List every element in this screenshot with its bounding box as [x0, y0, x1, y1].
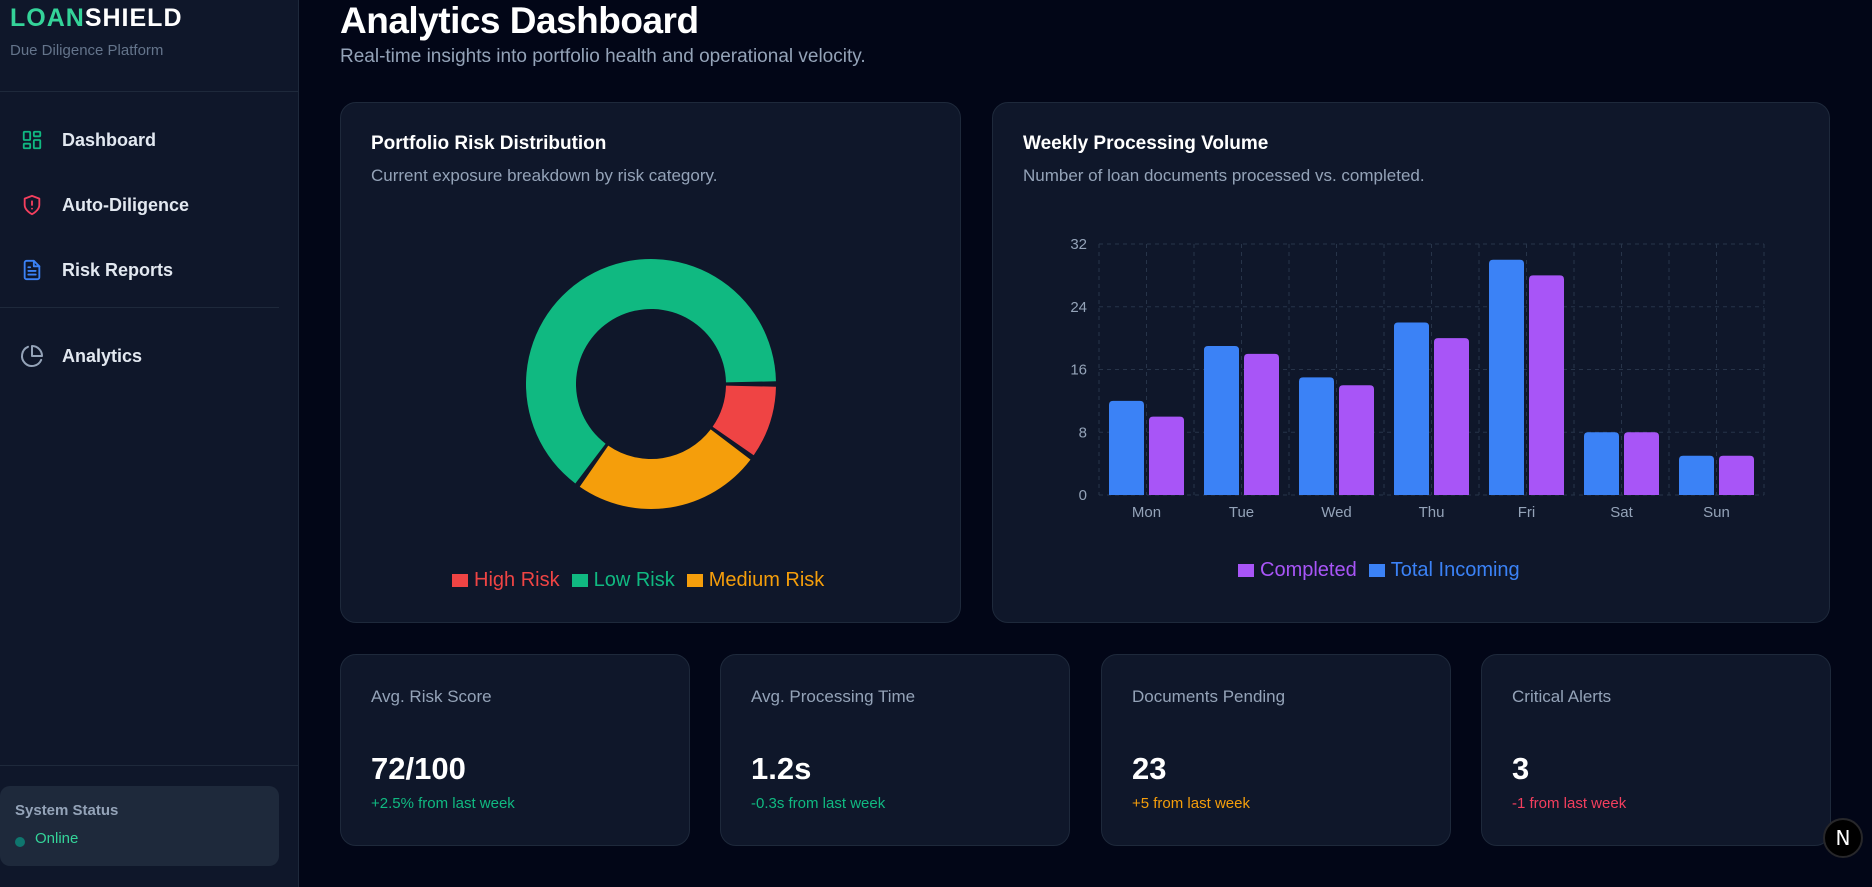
system-status-value: Online [35, 830, 79, 847]
legend-item-low-risk[interactable]: Low Risk [571, 569, 675, 592]
bar-completed-fri[interactable] [1529, 275, 1564, 495]
sidebar-divider [0, 91, 299, 92]
stat-value: 3 [1512, 751, 1530, 786]
sidebar-item-dashboard[interactable]: Dashboard [20, 120, 156, 160]
y-tick-label: 24 [1070, 299, 1087, 316]
weekly-volume-card: Weekly Processing Volume Number of loan … [992, 102, 1830, 623]
stat-card-documents-pending: Documents Pending 23 +5 from last week [1101, 654, 1451, 846]
system-status-panel: System Status Online [0, 786, 279, 866]
stat-card-avg-risk-score: Avg. Risk Score 72/100 +2.5% from last w… [340, 654, 690, 846]
legend-swatch [1238, 564, 1254, 577]
stat-card-critical-alerts: Critical Alerts 3 -1 from last week [1481, 654, 1831, 846]
brand-tagline: Due Diligence Platform [10, 42, 164, 59]
x-tick-label: Sat [1610, 504, 1633, 521]
stat-value: 23 [1132, 751, 1167, 786]
bar-total-incoming-fri[interactable] [1489, 259, 1524, 495]
legend-label: Total Incoming [1390, 559, 1520, 581]
legend-swatch [571, 574, 588, 587]
stat-label: Avg. Risk Score [371, 687, 492, 706]
stat-card-avg-processing-time: Avg. Processing Time 1.2s -0.3s from las… [720, 654, 1070, 846]
stat-label: Avg. Processing Time [751, 687, 916, 706]
bar-completed-mon[interactable] [1149, 416, 1184, 495]
stat-delta: -1 from last week [1512, 795, 1627, 812]
donut-slice-medium-risk[interactable] [579, 429, 751, 509]
bar-total-incoming-tue[interactable] [1204, 345, 1239, 495]
legend-swatch [686, 574, 703, 587]
file-text-icon [20, 258, 44, 282]
sidebar-divider [0, 765, 299, 766]
y-tick-label: 32 [1070, 236, 1087, 253]
donut-slice-high-risk[interactable] [712, 385, 776, 456]
sidebar-divider [0, 307, 279, 308]
x-tick-label: Tue [1229, 504, 1254, 521]
legend-item-total-incoming[interactable]: Total Incoming [1368, 559, 1520, 582]
bar-completed-wed[interactable] [1339, 385, 1374, 495]
y-tick-label: 8 [1079, 424, 1087, 441]
card-subtitle: Current exposure breakdown by risk categ… [371, 166, 718, 185]
bar-completed-thu[interactable] [1434, 338, 1469, 495]
brand-shield: SHIELD [84, 4, 183, 32]
bar-total-incoming-wed[interactable] [1299, 377, 1334, 495]
layout-grid-icon [20, 128, 44, 152]
sidebar: LOANSHIELD Due Diligence Platform Dashbo… [0, 0, 299, 887]
x-tick-label: Sun [1703, 504, 1730, 521]
pie-chart-icon [20, 344, 44, 368]
bar-completed-tue[interactable] [1244, 353, 1279, 495]
sidebar-item-label: Dashboard [62, 129, 157, 150]
risk-distribution-card: Portfolio Risk Distribution Current expo… [340, 102, 961, 623]
volume-legend: Completed Total Incoming [1238, 559, 1520, 582]
legend-label: Low Risk [593, 569, 675, 591]
shield-alert-icon [20, 193, 44, 217]
stat-delta: +2.5% from last week [371, 795, 515, 812]
page-subtitle: Real-time insights into portfolio health… [340, 46, 866, 67]
x-tick-label: Mon [1132, 504, 1161, 521]
bar-total-incoming-mon[interactable] [1109, 400, 1144, 495]
stat-label: Critical Alerts [1512, 687, 1612, 706]
x-tick-label: Wed [1321, 504, 1352, 521]
bar-total-incoming-sun[interactable] [1679, 455, 1714, 495]
risk-donut-chart [526, 259, 776, 509]
brand-logo[interactable]: LOANSHIELD [10, 4, 183, 33]
stat-delta: -0.3s from last week [751, 795, 886, 812]
stat-value: 72/100 [371, 751, 466, 786]
brand-loan: LOAN [10, 4, 85, 32]
legend-item-medium-risk[interactable]: Medium Risk [686, 569, 825, 592]
card-title: Weekly Processing Volume [1023, 133, 1269, 154]
sidebar-item-auto-diligence[interactable]: Auto-Diligence [20, 185, 189, 225]
sidebar-item-risk-reports[interactable]: Risk Reports [20, 250, 173, 290]
bar-completed-sat[interactable] [1624, 432, 1659, 495]
donut-slice-low-risk[interactable] [526, 259, 776, 484]
legend-item-completed[interactable]: Completed [1238, 559, 1357, 582]
bar-completed-sun[interactable] [1719, 455, 1754, 495]
system-status-title: System Status [15, 802, 119, 819]
bar-total-incoming-sat[interactable] [1584, 432, 1619, 495]
page-title: Analytics Dashboard [340, 0, 699, 41]
stat-value: 1.2s [751, 751, 812, 786]
card-subtitle: Number of loan documents processed vs. c… [1023, 166, 1425, 185]
stat-label: Documents Pending [1132, 687, 1286, 706]
nextjs-dev-indicator-button[interactable]: N [1823, 818, 1863, 858]
status-online-dot-icon [15, 837, 25, 847]
legend-label: High Risk [474, 569, 560, 591]
y-tick-label: 16 [1070, 362, 1087, 379]
card-title: Portfolio Risk Distribution [371, 133, 607, 154]
legend-swatch [452, 574, 468, 587]
sidebar-item-label: Analytics [62, 345, 143, 366]
stat-delta: +5 from last week [1132, 795, 1250, 812]
legend-label: Medium Risk [708, 569, 825, 591]
legend-item-high-risk[interactable]: High Risk [452, 569, 560, 592]
legend-label: Completed [1260, 559, 1357, 581]
risk-legend: High Risk Low Risk Medium Risk [452, 569, 824, 592]
sidebar-item-label: Auto-Diligence [62, 194, 190, 215]
sidebar-item-analytics[interactable]: Analytics [20, 336, 142, 376]
y-tick-label: 0 [1079, 487, 1087, 504]
legend-swatch [1368, 564, 1385, 577]
x-tick-label: Fri [1518, 504, 1536, 521]
weekly-volume-bar-chart: 0 8 16 24 32 Mon Tue Wed Thu Fri Sat Sun [1070, 236, 1765, 521]
bar-total-incoming-thu[interactable] [1394, 322, 1429, 495]
x-tick-label: Thu [1419, 504, 1445, 521]
sidebar-item-label: Risk Reports [62, 259, 174, 280]
